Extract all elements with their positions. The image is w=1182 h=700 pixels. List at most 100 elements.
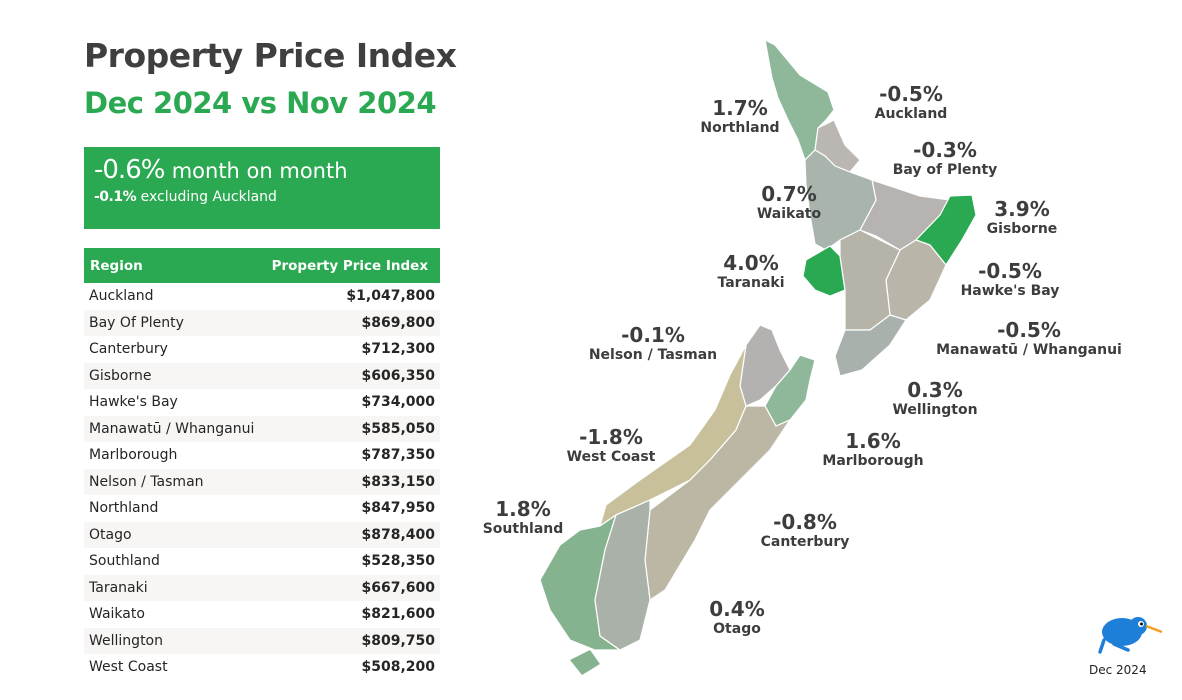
region-label-west-coast: -1.8% West Coast — [511, 427, 711, 464]
region-cell: Southland — [89, 553, 160, 570]
region-change: 1.8% — [495, 497, 551, 521]
region-cell: Taranaki — [84, 574, 266, 601]
region-change: -0.3% — [913, 138, 977, 162]
table-row: Taranaki $667,600 — [84, 574, 440, 601]
table-row: Hawke's Bay $734,000 — [84, 389, 440, 416]
region-label-hawke-s-bay: -0.5% Hawke's Bay — [910, 261, 1110, 298]
ppi-cell: $606,350 — [265, 362, 440, 389]
kpi-value: -0.6% — [94, 155, 165, 185]
region-change: 4.0% — [723, 251, 779, 275]
table-row: Gisborne $606,350 — [84, 362, 440, 389]
region-change: -0.5% — [879, 82, 943, 106]
region-cell: Hawke's Bay — [89, 394, 178, 411]
region-change: 0.7% — [761, 182, 817, 206]
ppi-cell: $869,800 — [265, 309, 440, 336]
ppi-cell: $833,150 — [265, 468, 440, 495]
region-label-auckland: -0.5% Auckland — [811, 84, 1011, 121]
region-name: Otago — [713, 621, 761, 637]
region-marlborough[interactable] — [764, 354, 816, 427]
region-change: -0.8% — [773, 510, 837, 534]
table-row: West Coast $508,200 — [84, 654, 440, 681]
region-label-northland: 1.7% Northland — [640, 98, 840, 135]
region-canterbury[interactable] — [644, 405, 792, 602]
region-label-marlborough: 1.6% Marlborough — [773, 431, 973, 468]
price-index-table: Region Property Price Index Auckland $1,0… — [84, 248, 440, 681]
table-row: Canterbury $712,300 — [84, 336, 440, 363]
region-change: -1.8% — [579, 425, 643, 449]
ppi-cell: $508,200 — [361, 659, 435, 676]
table-row: Manawatū / Whanganui $585,050 — [84, 415, 440, 442]
kpi-card: -0.6% month on month -0.1% excluding Auc… — [84, 147, 440, 229]
table-row: Otago $878,400 — [84, 521, 440, 548]
table-row: Auckland $1,047,800 — [84, 283, 440, 310]
region-label-southland: 1.8% Southland — [423, 499, 623, 536]
region-name: Hawke's Bay — [960, 283, 1060, 299]
region-label-manawat-whanganui: -0.5% Manawatū / Whanganui — [929, 320, 1129, 357]
kiwi-logo-icon — [1098, 617, 1163, 654]
region-cell: Wellington — [84, 627, 266, 654]
ppi-cell: $585,050 — [265, 415, 440, 442]
region-label-otago: 0.4% Otago — [637, 599, 837, 636]
table-row: Southland $528,350 — [84, 548, 440, 575]
region-change: -0.5% — [997, 318, 1061, 342]
region-wellington[interactable] — [834, 314, 907, 377]
region-change: -0.5% — [978, 259, 1042, 283]
region-change: 0.4% — [709, 597, 765, 621]
ppi-cell: $528,350 — [361, 553, 435, 570]
page-subtitle: Dec 2024 vs Nov 2024 — [84, 86, 437, 120]
region-name: Waikato — [756, 206, 822, 222]
table-row: Nelson / Tasman $833,150 — [84, 468, 440, 495]
ppi-cell: $878,400 — [265, 521, 440, 548]
region-name: Auckland — [874, 106, 948, 122]
ppi-cell: $821,600 — [361, 606, 435, 623]
region-cell: Manawatū / Whanganui — [84, 415, 266, 442]
column-header-ppi: Property Price Index — [265, 248, 440, 283]
table-row: Waikato $821,600 — [84, 601, 440, 628]
region-change: 3.9% — [994, 197, 1050, 221]
region-otago[interactable] — [594, 499, 651, 651]
region-taranaki[interactable] — [802, 245, 846, 297]
region-change: 0.3% — [907, 378, 963, 402]
kpi-sub-label: excluding Auckland — [140, 189, 277, 205]
region-cell: Auckland — [89, 288, 154, 305]
region-name: Northland — [700, 120, 780, 136]
region-label-waikato: 0.7% Waikato — [689, 184, 889, 221]
region-cell: Marlborough — [89, 447, 178, 464]
region-cell: Waikato — [89, 606, 145, 623]
ppi-cell: $787,350 — [361, 447, 435, 464]
column-header-region: Region — [84, 248, 266, 283]
region-waikato[interactable] — [804, 149, 877, 251]
region-name: West Coast — [566, 449, 656, 465]
table-row: Bay Of Plenty $869,800 — [84, 309, 440, 336]
table-row: Wellington $809,750 — [84, 627, 440, 654]
ppi-cell: $667,600 — [265, 574, 440, 601]
ppi-cell: $1,047,800 — [346, 288, 435, 305]
region-name: Canterbury — [760, 534, 850, 550]
ppi-cell: $734,000 — [361, 394, 435, 411]
region-cell: Otago — [84, 521, 266, 548]
table-row: Marlborough $787,350 — [84, 442, 440, 469]
footer-date: Dec 2024 — [1089, 663, 1147, 677]
region-cell: Nelson / Tasman — [84, 468, 266, 495]
table-row: Northland $847,950 — [84, 495, 440, 522]
ppi-cell: $712,300 — [361, 341, 435, 358]
region-name: Gisborne — [986, 221, 1058, 237]
ppi-cell: $847,950 — [361, 500, 435, 517]
kpi-sub-value: -0.1% — [94, 189, 137, 205]
region-name: Manawatū / Whanganui — [936, 342, 1122, 358]
ppi-cell: $809,750 — [265, 627, 440, 654]
page-title: Property Price Index — [84, 36, 457, 75]
region-label-nelson-tasman: -0.1% Nelson / Tasman — [553, 325, 753, 362]
region-cell: Gisborne — [84, 362, 266, 389]
region-cell: Canterbury — [89, 341, 168, 358]
region-label-gisborne: 3.9% Gisborne — [922, 199, 1122, 236]
region-label-bay-of-plenty: -0.3% Bay of Plenty — [845, 140, 1045, 177]
region-name: Taranaki — [717, 275, 785, 291]
region-cell: Bay Of Plenty — [84, 309, 266, 336]
region-label-canterbury: -0.8% Canterbury — [705, 512, 905, 549]
region-name: Bay of Plenty — [892, 162, 998, 178]
region-name: Marlborough — [822, 453, 924, 469]
region-change: -0.1% — [621, 323, 685, 347]
region-name: Nelson / Tasman — [588, 347, 718, 363]
